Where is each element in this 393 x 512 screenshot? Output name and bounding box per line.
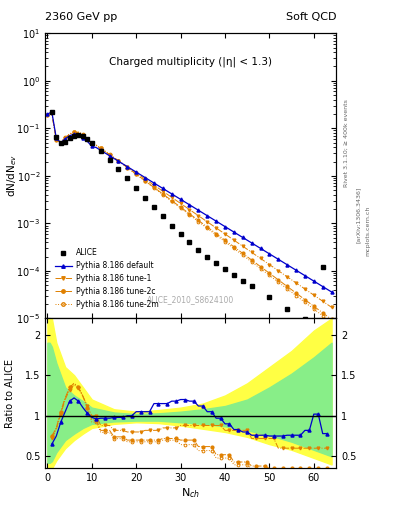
Text: mcplots.cern.ch: mcplots.cern.ch	[365, 205, 371, 255]
Legend: ALICE, Pythia 8.186 default, Pythia 8.186 tune-1, Pythia 8.186 tune-2c, Pythia 8: ALICE, Pythia 8.186 default, Pythia 8.18…	[52, 245, 162, 312]
Text: Soft QCD: Soft QCD	[286, 11, 336, 22]
Text: [arXiv:1306.3436]: [arXiv:1306.3436]	[356, 187, 361, 243]
Text: 2360 GeV pp: 2360 GeV pp	[45, 11, 118, 22]
Y-axis label: dN/dN$_{ev}$: dN/dN$_{ev}$	[5, 154, 19, 198]
X-axis label: N$_{ch}$: N$_{ch}$	[181, 486, 200, 500]
Y-axis label: Ratio to ALICE: Ratio to ALICE	[5, 359, 15, 428]
Text: Rivet 3.1.10; ≥ 400k events: Rivet 3.1.10; ≥ 400k events	[344, 99, 349, 187]
Text: Charged multiplicity (|η| < 1.3): Charged multiplicity (|η| < 1.3)	[109, 56, 272, 67]
Text: ALICE_2010_S8624100: ALICE_2010_S8624100	[147, 295, 234, 304]
